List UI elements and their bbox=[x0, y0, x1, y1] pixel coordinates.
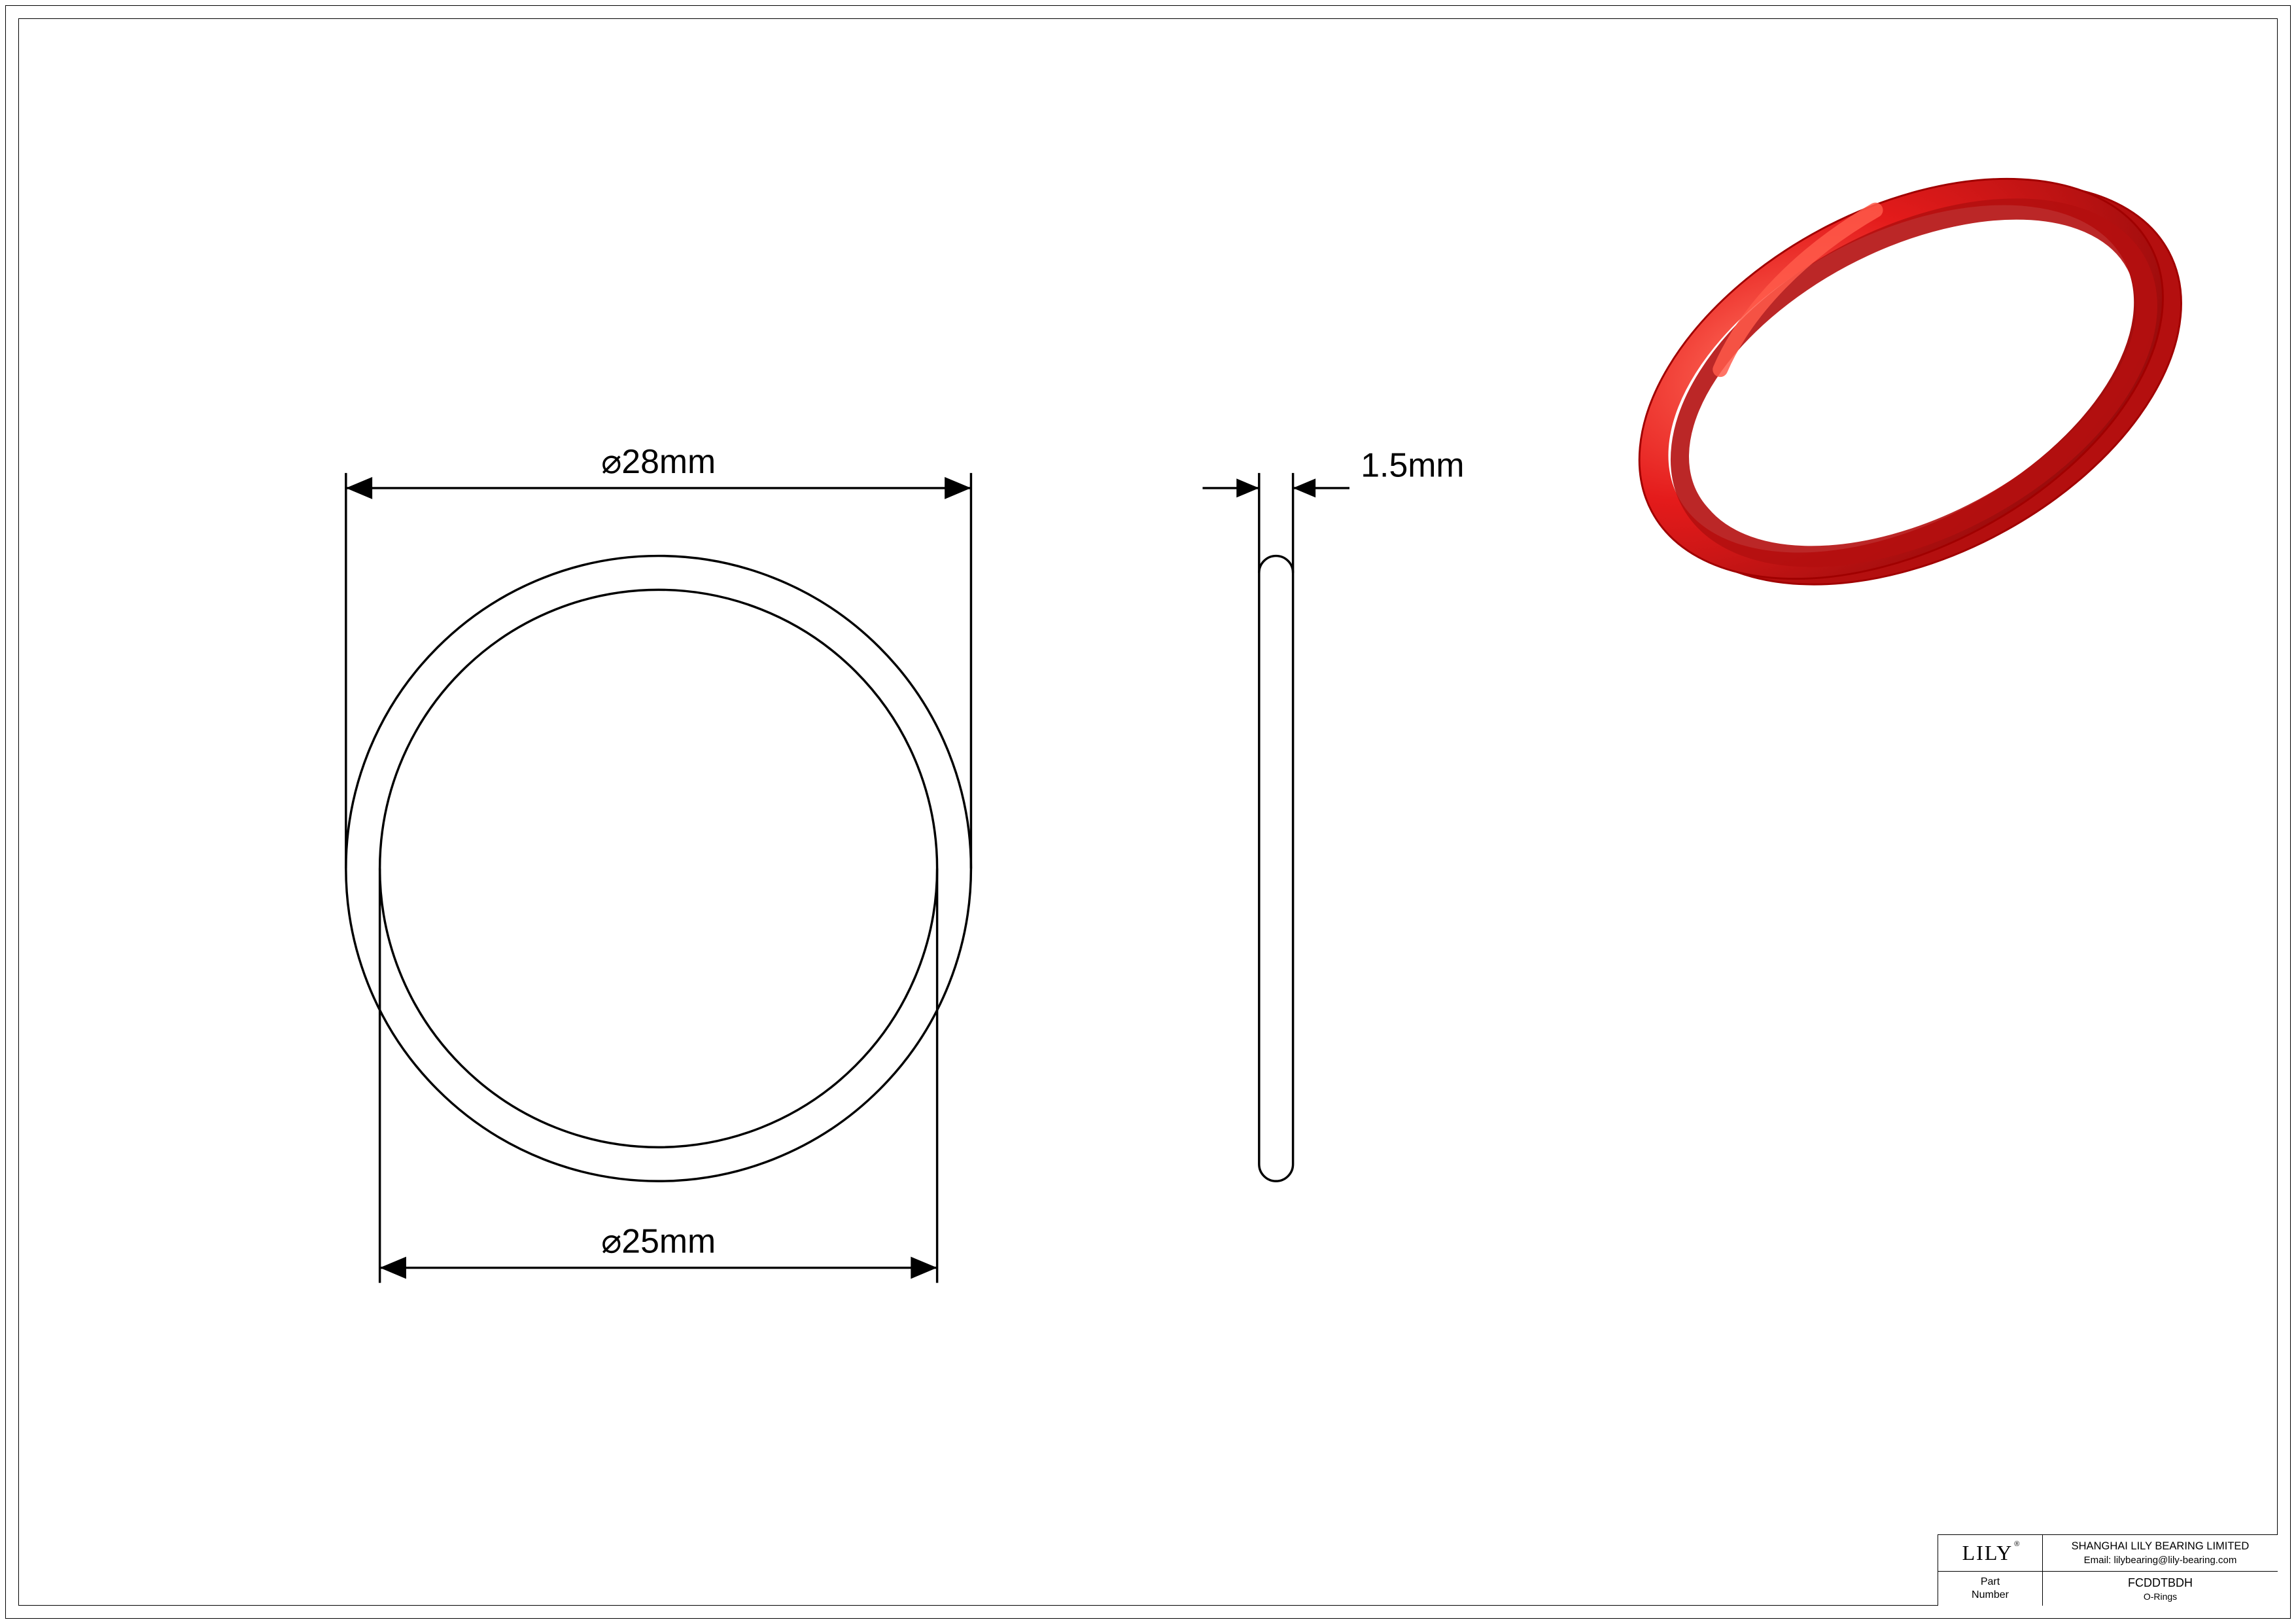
title-block-row-company: LILY ® SHANGHAI LILY BEARING LIMITED Ema… bbox=[1938, 1535, 2278, 1572]
part-label-line2: Number bbox=[1972, 1589, 2009, 1602]
part-number-label-cell: Part Number bbox=[1938, 1572, 2043, 1606]
technical-drawing: ⌀28mm ⌀25mm 1.5mm bbox=[18, 18, 2278, 1606]
svg-text:⌀28mm: ⌀28mm bbox=[601, 442, 716, 480]
svg-text:1.5mm: 1.5mm bbox=[1361, 446, 1464, 484]
logo-cell: LILY ® bbox=[1938, 1535, 2043, 1571]
company-email: Email: lilybearing@lily-bearing.com bbox=[2084, 1555, 2237, 1566]
company-name: SHANGHAI LILY BEARING LIMITED bbox=[2072, 1540, 2250, 1553]
part-number-cell: FCDDTBDH O-Rings bbox=[2043, 1572, 2278, 1606]
email-label: Email: bbox=[2084, 1555, 2114, 1566]
registered-icon: ® bbox=[2014, 1540, 2019, 1548]
svg-text:⌀25mm: ⌀25mm bbox=[601, 1222, 716, 1260]
page: ⌀28mm ⌀25mm 1.5mm LILY ® SHANGHAI LILY BEA… bbox=[0, 0, 2296, 1624]
part-number: FCDDTBDH bbox=[2128, 1576, 2193, 1590]
company-cell: SHANGHAI LILY BEARING LIMITED Email: lil… bbox=[2043, 1535, 2278, 1571]
part-description: O-Rings bbox=[2144, 1591, 2177, 1602]
logo-text: LILY bbox=[1962, 1541, 2013, 1565]
iso-view bbox=[1573, 90, 2249, 673]
part-label-line1: Part bbox=[1981, 1576, 2000, 1589]
email-value: lilybearing@lily-bearing.com bbox=[2114, 1555, 2237, 1566]
title-block-row-part: Part Number FCDDTBDH O-Rings bbox=[1938, 1572, 2278, 1606]
title-block: LILY ® SHANGHAI LILY BEARING LIMITED Ema… bbox=[1938, 1534, 2278, 1606]
front-view: ⌀28mm ⌀25mm bbox=[346, 442, 971, 1283]
side-view: 1.5mm bbox=[1202, 446, 1464, 1181]
drawing-area: ⌀28mm ⌀25mm 1.5mm bbox=[18, 18, 2278, 1606]
